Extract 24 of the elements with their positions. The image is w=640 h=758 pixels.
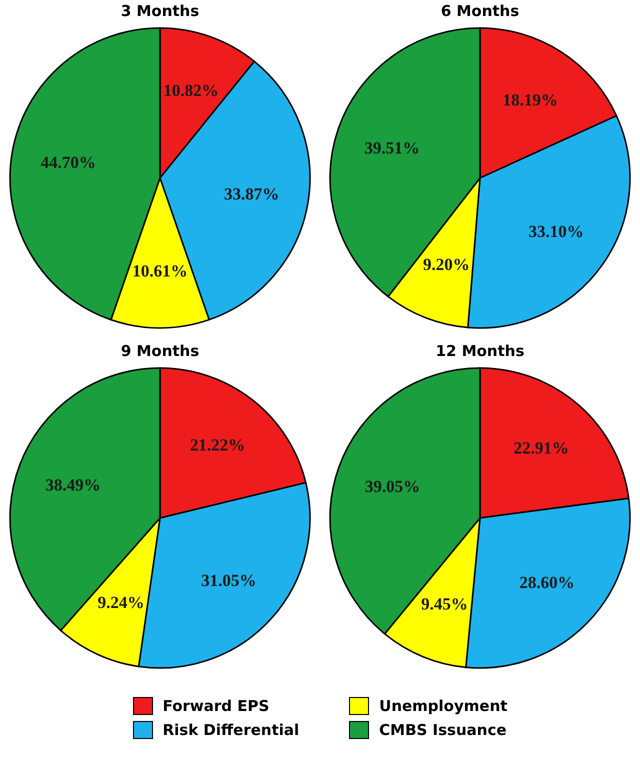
- data-label: 33.87%: [224, 184, 280, 204]
- data-label: 9.20%: [422, 255, 470, 274]
- data-label: 44.70%: [40, 153, 96, 172]
- legend-label: CMBS Issuance: [378, 720, 508, 741]
- chart-title: 3 Months: [120, 1, 200, 22]
- chart-title: 12 Months: [436, 341, 524, 362]
- chart-title: 9 Months: [120, 341, 200, 362]
- data-label: 38.49%: [45, 476, 101, 495]
- data-label: 39.05%: [364, 477, 420, 496]
- data-label: 10.82%: [163, 80, 219, 100]
- legend-label: Forward EPS: [162, 696, 270, 717]
- legend-label: Risk Differential: [162, 720, 300, 741]
- legend-label: Unemployment: [378, 696, 508, 717]
- data-label: 28.60%: [519, 573, 575, 592]
- data-label: 18.19%: [502, 90, 558, 110]
- data-label: 21.22%: [190, 435, 246, 454]
- data-label: 9.45%: [421, 594, 468, 614]
- data-label: 9.24%: [98, 592, 144, 612]
- data-label: 39.51%: [364, 138, 420, 158]
- data-label: 22.91%: [514, 438, 569, 458]
- chart-title: 6 Months: [440, 1, 520, 22]
- data-label: 33.10%: [528, 222, 584, 241]
- data-label: 10.61%: [132, 262, 188, 280]
- data-label: 31.05%: [201, 571, 256, 590]
